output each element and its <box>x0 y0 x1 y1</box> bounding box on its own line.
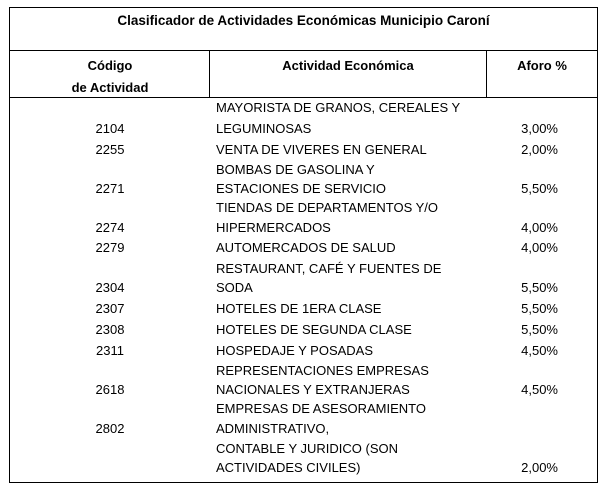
activity-code: 2274 <box>95 220 125 235</box>
activity-line: AUTOMERCADOS DE SALUD <box>216 240 396 255</box>
activity-code: 2307 <box>95 301 125 316</box>
aforo-value: 5,50% <box>521 322 558 337</box>
column-divider <box>209 51 210 97</box>
title-row: Clasificador de Actividades Económicas M… <box>10 8 597 51</box>
activity-code: 2271 <box>95 181 125 196</box>
aforo-value: 4,00% <box>521 240 558 255</box>
aforo-value: 4,00% <box>521 220 558 235</box>
activity-code: 2618 <box>95 382 125 397</box>
activity-code: 2802 <box>95 421 125 436</box>
classifier-table: Clasificador de Actividades Económicas M… <box>9 7 598 483</box>
aforo-value: 2,00% <box>521 142 558 157</box>
activity-line: NACIONALES Y EXTRANJERAS <box>216 382 410 397</box>
activity-line: CONTABLE Y JURIDICO (SON <box>216 441 399 456</box>
activity-line: RESTAURANT, CAFÉ Y FUENTES DE <box>216 261 442 276</box>
aforo-value: 2,00% <box>521 460 558 475</box>
activity-line: LEGUMINOSAS <box>216 121 312 136</box>
aforo-value: 5,50% <box>521 181 558 196</box>
aforo-value: 3,00% <box>521 121 558 136</box>
header-row: Código de Actividad Actividad Económica … <box>10 51 597 98</box>
activity-line: SODA <box>216 280 253 295</box>
activity-code: 2104 <box>95 121 125 136</box>
aforo-value: 4,50% <box>521 343 558 358</box>
activity-code: 2255 <box>95 142 125 157</box>
activity-line: ESTACIONES DE SERVICIO <box>216 181 387 196</box>
header-aforo: Aforo % <box>517 58 567 73</box>
activity-code: 2308 <box>95 322 125 337</box>
activity-line: REPRESENTACIONES EMPRESAS <box>216 363 429 378</box>
activity-code: 2304 <box>95 280 125 295</box>
activity-line: HOTELES DE 1ERA CLASE <box>216 301 382 316</box>
activity-line: VENTA DE VIVERES EN GENERAL <box>216 142 427 157</box>
aforo-value: 4,50% <box>521 382 558 397</box>
activity-code: 2279 <box>95 240 125 255</box>
activity-line: BOMBAS DE GASOLINA Y <box>216 162 375 177</box>
aforo-value: 5,50% <box>521 301 558 316</box>
activity-line: MAYORISTA DE GRANOS, CEREALES Y <box>216 100 461 115</box>
activity-line: ADMINISTRATIVO, <box>216 421 330 436</box>
header-code-line2: de Actividad <box>71 80 149 95</box>
activity-code: 2311 <box>96 343 124 358</box>
header-activity: Actividad Económica <box>282 58 414 73</box>
header-code-line1: Código <box>87 58 133 73</box>
aforo-value: 5,50% <box>521 280 558 295</box>
column-divider <box>486 51 487 97</box>
activity-line: EMPRESAS DE ASESORAMIENTO <box>216 401 426 416</box>
activity-line: TIENDAS DE DEPARTAMENTOS Y/O <box>216 200 439 215</box>
activity-line: HIPERMERCADOS <box>216 220 331 235</box>
table-title: Clasificador de Actividades Económicas M… <box>117 13 490 28</box>
activity-line: ACTIVIDADES CIVILES) <box>216 460 361 475</box>
activity-line: HOTELES DE SEGUNDA CLASE <box>216 322 412 337</box>
activity-line: HOSPEDAJE Y POSADAS <box>216 343 374 358</box>
